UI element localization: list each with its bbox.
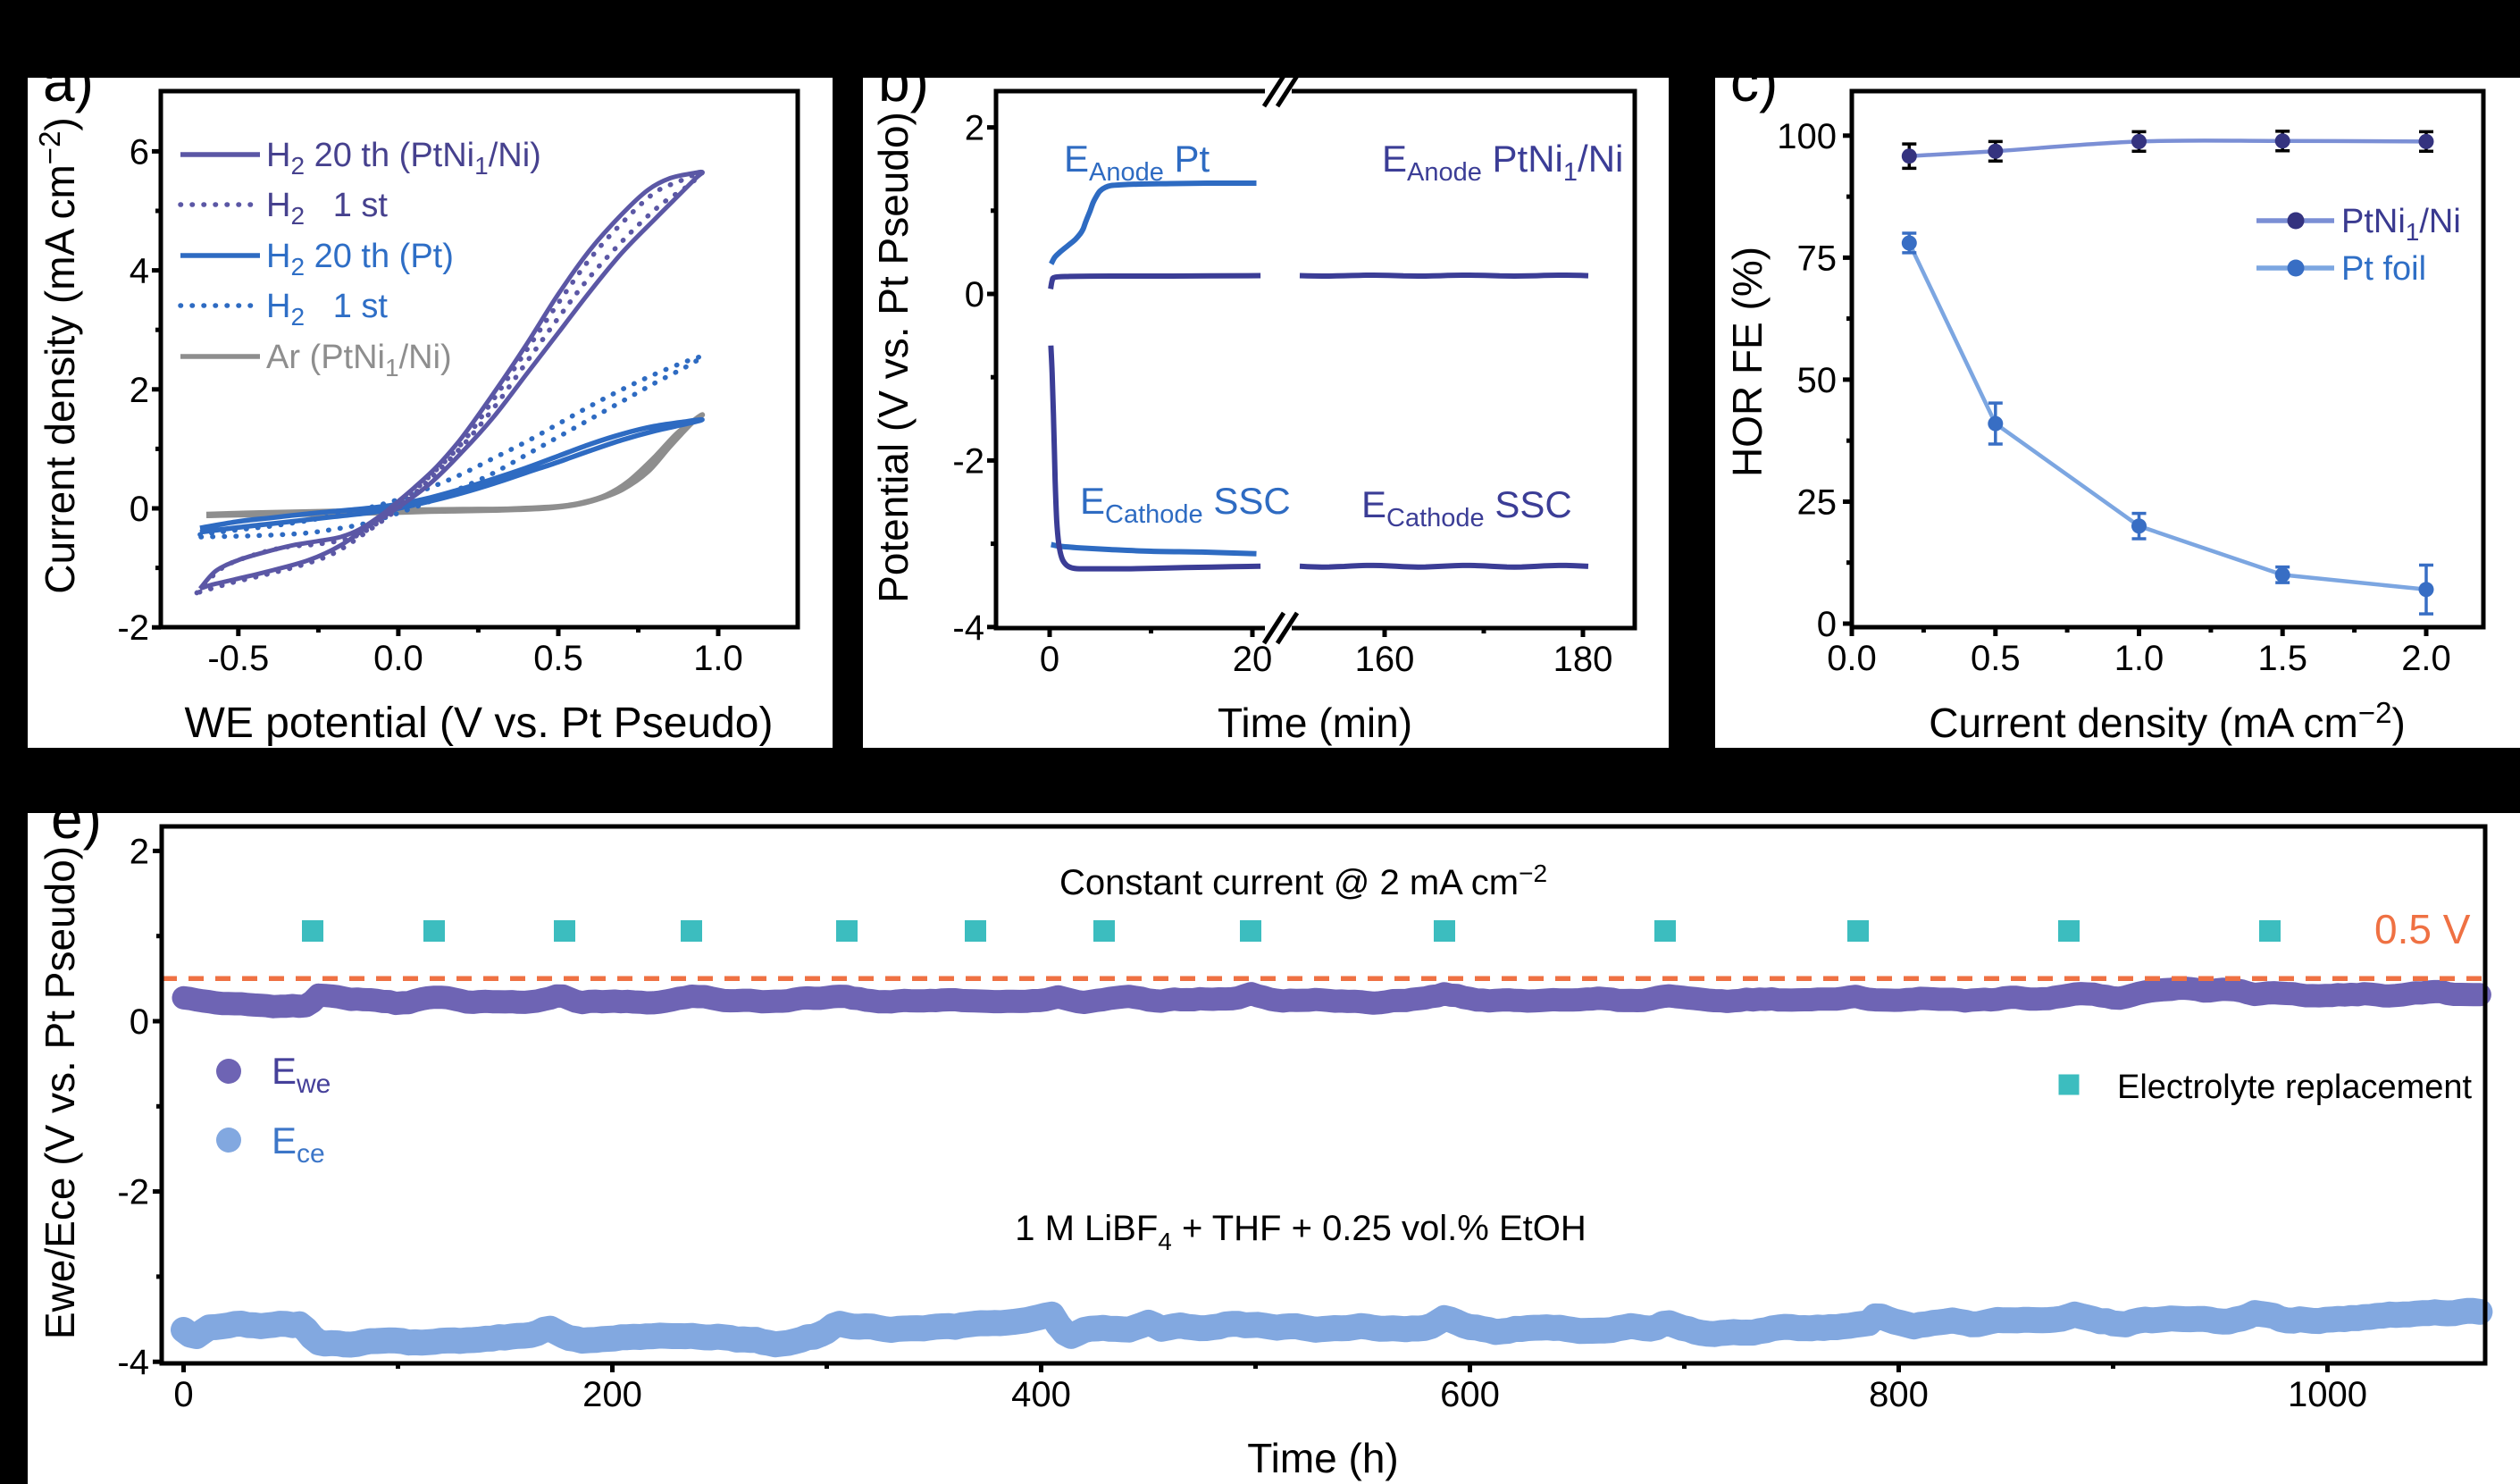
svg-text:e): e): [51, 813, 102, 851]
svg-text:b): b): [878, 78, 929, 113]
svg-text:H2 20 th (Pt): H2 20 th (Pt): [266, 238, 454, 281]
svg-text:ECathode SSC: ECathode SSC: [1361, 483, 1572, 532]
svg-text:Ar (PtNi1/Ni): Ar (PtNi1/Ni): [266, 339, 452, 381]
svg-text:WE potential (V vs. Pt Pseudo): WE potential (V vs. Pt Pseudo): [185, 700, 774, 747]
svg-text:2: 2: [130, 371, 149, 410]
svg-text:H2 20 th (PtNi1/Ni): H2 20 th (PtNi1/Ni): [266, 137, 541, 180]
svg-text:0.0: 0.0: [373, 639, 423, 678]
svg-text:Constant current @ 2 mA cm−2: Constant current @ 2 mA cm−2: [1059, 859, 1547, 902]
svg-text:Ewe: Ewe: [272, 1050, 331, 1099]
svg-text:2: 2: [130, 832, 149, 871]
svg-text:0.5: 0.5: [1971, 639, 2021, 678]
svg-text:1.0: 1.0: [693, 639, 743, 678]
svg-text:0: 0: [173, 1375, 193, 1414]
svg-text:Current density (mA cm−2): Current density (mA cm−2): [1929, 696, 2406, 746]
svg-text:400: 400: [1011, 1375, 1071, 1414]
svg-text:Time (min): Time (min): [1218, 700, 1412, 746]
svg-text:-4: -4: [952, 608, 984, 648]
svg-text:-2: -2: [117, 1173, 149, 1212]
svg-text:Time (h): Time (h): [1247, 1435, 1399, 1481]
svg-text:0: 0: [1817, 605, 1837, 644]
svg-text:2: 2: [965, 109, 984, 148]
svg-text:-2: -2: [952, 441, 984, 481]
svg-text:4: 4: [130, 252, 149, 291]
svg-text:1.5: 1.5: [2257, 639, 2307, 678]
svg-text:EAnode PtNi1/Ni: EAnode PtNi1/Ni: [1382, 138, 1623, 187]
svg-text:0: 0: [1040, 640, 1059, 679]
svg-text:Pt foil: Pt foil: [2341, 250, 2426, 288]
svg-text:50: 50: [1797, 361, 1838, 400]
svg-text:EAnode Pt: EAnode Pt: [1064, 138, 1210, 187]
svg-text:200: 200: [582, 1375, 642, 1414]
svg-text:-4: -4: [117, 1343, 149, 1382]
svg-text:-0.5: -0.5: [207, 639, 269, 678]
svg-text:Ece: Ece: [272, 1119, 325, 1169]
svg-text:100: 100: [1777, 117, 1837, 156]
svg-text:Electrolyte replacement: Electrolyte replacement: [2117, 1069, 2473, 1106]
svg-text:25: 25: [1797, 483, 1838, 523]
svg-text:1.0: 1.0: [2114, 639, 2164, 678]
svg-text:800: 800: [1869, 1375, 1929, 1414]
svg-text:Potential (V vs. Pt Pseudo): Potential (V vs. Pt Pseudo): [870, 112, 917, 603]
svg-text:PtNi1/Ni: PtNi1/Ni: [2341, 203, 2461, 246]
svg-text:ECathode SSC: ECathode SSC: [1080, 480, 1291, 529]
svg-text:a): a): [43, 78, 94, 113]
svg-text:H2 1 st: H2 1 st: [266, 288, 388, 331]
svg-text:0.5 V: 0.5 V: [2374, 906, 2471, 952]
svg-text:180: 180: [1553, 640, 1613, 679]
svg-text:H2 1 st: H2 1 st: [266, 187, 388, 230]
svg-text:Current density (mA cm−2): Current density (mA cm−2): [33, 117, 83, 594]
svg-text:0.5: 0.5: [533, 639, 583, 678]
svg-text:6: 6: [130, 132, 149, 172]
svg-text:1000: 1000: [2288, 1375, 2367, 1414]
svg-text:0: 0: [130, 1002, 149, 1042]
svg-text:75: 75: [1797, 239, 1838, 278]
svg-text:2.0: 2.0: [2401, 639, 2451, 678]
svg-text:600: 600: [1440, 1375, 1500, 1414]
svg-text:c): c): [1730, 78, 1778, 113]
svg-text:Ewe/Ece (V vs. Pt Pseudo): Ewe/Ece (V vs. Pt Pseudo): [37, 846, 83, 1339]
svg-text:160: 160: [1355, 640, 1415, 679]
svg-text:1 M LiBF4 + THF + 0.25 vol.% E: 1 M LiBF4 + THF + 0.25 vol.% EtOH: [1015, 1209, 1587, 1255]
svg-text:HOR FE (%): HOR FE (%): [1724, 247, 1771, 477]
svg-text:-2: -2: [117, 608, 149, 648]
svg-text:20: 20: [1233, 640, 1273, 679]
svg-text:0.0: 0.0: [1827, 639, 1877, 678]
svg-text:0: 0: [965, 275, 984, 314]
svg-text:0: 0: [130, 490, 149, 529]
